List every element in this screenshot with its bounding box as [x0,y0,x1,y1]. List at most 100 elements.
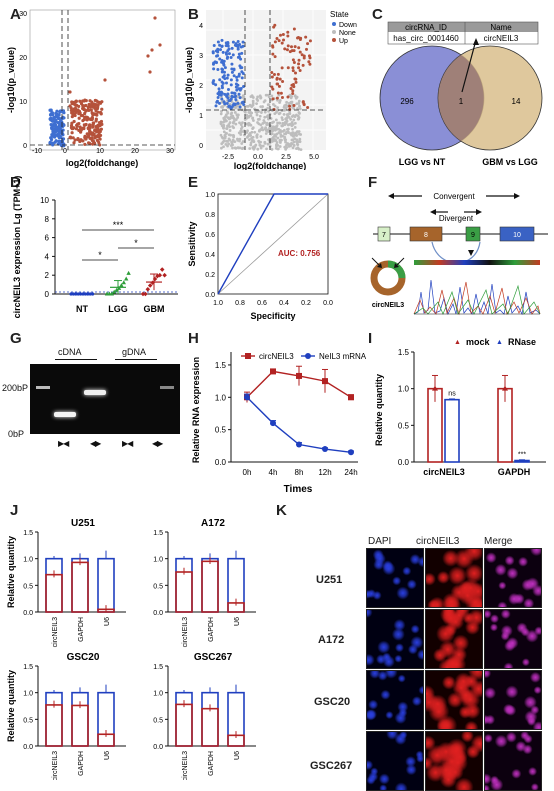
volcano-point-none [292,144,296,147]
volcano-point-up [150,48,154,52]
volcano-point-none [296,114,300,118]
volcano-point-up [74,100,78,104]
venn-left-count: 296 [400,97,414,106]
volcano-point-up [70,121,74,125]
volcano-point-none [227,123,231,126]
volcano-point-down [229,97,233,101]
volcano-point-up [96,124,101,128]
bar [444,398,460,463]
volcano-point-up [289,86,293,90]
volcano-point-up [296,36,300,40]
volcano-point-up [83,115,87,119]
volcano-point-none [231,125,234,128]
volcano-point-none [219,112,223,116]
panel-label-j: J [10,502,19,519]
volcano-point-down [217,90,221,94]
volcano-point-down [234,94,238,98]
micrograph-gsc20-merge [484,670,542,730]
volcano-point-none [271,102,275,106]
x-tick-label: 12h [318,468,331,477]
volcano-point-down [216,47,220,51]
volcano-point-down [211,82,215,86]
volcano-point-up [91,121,96,125]
volcano-point-none [260,111,263,114]
roc-reference-line [217,193,329,295]
volcano-point-none [234,118,238,122]
volcano-point-up [286,44,290,48]
y-tick-label: 10 [40,196,49,205]
circrna-structure-diagram: Convergent Divergent 7 8 9 10 circNEIL3 [370,192,548,316]
volcano-point-down [226,73,230,77]
data-point [112,289,117,294]
panel-label-k: K [276,502,287,519]
volcano-point-up [87,141,91,145]
volcano-point-up [290,45,294,49]
rna-stability-chart: 0.0 0.5 1.0 1.5 0h 4h 8h 12h 24h circNEIL3 NeIL3… [191,352,367,495]
category-label: circNEIL3 [182,751,189,780]
volcano-point-up [298,50,302,54]
volcano-point-up [291,58,295,62]
legend-marker-mock: ▲ [454,339,461,346]
volcano-point-down [237,52,241,56]
volcano-point-none [247,110,251,114]
volcano-point-none [259,96,263,100]
volcano-point-down [237,55,241,59]
panel-label-g: G [10,330,22,347]
volcano-point-up [72,102,76,106]
volcano-point-none [259,146,263,150]
volcano-point-down [211,51,215,55]
significance-label: ns [448,391,456,398]
volcano-point-down [215,100,219,104]
volcano-point-up [100,107,104,111]
volcano-point-none [237,146,241,150]
y-tick-label: 1.0 [398,385,410,394]
y-tick-label: 0.5 [23,717,33,724]
volcano-point-none [293,126,297,129]
volcano-point-down [223,92,227,96]
volcano-point-up [297,66,301,70]
col-label-dapi: DAPI [368,536,392,547]
exon-10 [499,226,535,242]
volcano-point-down [227,99,231,103]
volcano-point-up [275,37,279,41]
y-tick-label: 1.5 [153,664,163,671]
x-axis-label: log2(foldchange) [66,158,139,168]
volcano-point-none [288,110,292,114]
y-tick-label: 2 [45,271,50,280]
volcano-point-up [297,46,301,50]
volcano-point-up [82,117,86,122]
volcano-point-up [277,84,281,88]
volcano-point-none [278,141,282,144]
legend-marker-down [332,22,336,26]
volcano-point-none [280,138,283,142]
micrograph-a172-merge [484,609,542,669]
primer-arrows-1: ▶◀ [58,439,69,448]
category-label: U6 [234,617,241,626]
volcano-point-down [220,80,224,84]
volcano-point-up [275,96,279,100]
volcano-point-down [222,59,226,63]
volcano-point-up [77,121,81,126]
volcano-point-none [229,133,233,137]
volcano-point-none [251,126,255,130]
volcano-point-none [233,146,237,150]
volcano-point-up [99,119,104,124]
volcano-point-none [277,127,281,131]
legend-marker-none [332,30,336,34]
volcano-point-none [249,95,253,99]
volcano-point-down [51,141,55,145]
nucleus-bar [71,704,89,747]
volcano-point-none [271,136,275,139]
volcano-point-none [263,121,267,124]
volcano-point-up [79,127,84,132]
y-tick-label: 0.5 [153,717,163,724]
x-tick-label: 0.4 [279,300,289,307]
volcano-point-up [294,80,298,84]
volcano-point-up [88,117,92,121]
x-tick: 2.5 [281,154,291,161]
volcano-point-none [224,132,228,135]
volcano-point-up [271,52,275,56]
volcano-point-none [267,117,270,121]
x-tick-label: 0.6 [257,300,267,307]
volcano-point-none [275,132,279,136]
